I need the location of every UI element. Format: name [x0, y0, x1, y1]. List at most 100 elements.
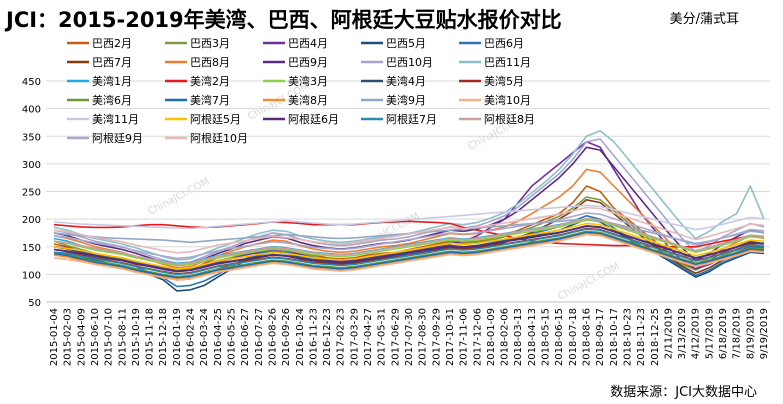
x-tick-label: 2018-06-15: [554, 308, 565, 366]
y-tick-label: 450: [22, 77, 41, 88]
legend-label: 阿根廷5月: [190, 112, 241, 126]
legend-label: 阿根廷9月: [92, 131, 143, 145]
series-line: [53, 228, 765, 276]
legend-label: 美湾9月: [386, 93, 426, 107]
x-tick-label: 2015-11-18: [145, 308, 156, 366]
x-tick-label: 2018-09-17: [595, 308, 606, 366]
x-tick-label: 2015-04-09: [76, 308, 87, 366]
x-tick-label: 2018-04-13: [527, 308, 538, 366]
x-tick-label: 2016-08-26: [267, 308, 278, 366]
x-tick-label: 2015-10-19: [131, 308, 142, 366]
x-tick-label: 2018-07-18: [568, 308, 579, 366]
legend-label: 巴西6月: [484, 37, 524, 50]
x-tick-label: 2016-02-24: [186, 308, 197, 366]
x-tick-label: 2016-07-27: [254, 308, 265, 366]
y-tick-label: 250: [22, 188, 41, 199]
x-tick-label: 2015-08-11: [117, 308, 128, 366]
series-layer: [53, 129, 765, 292]
y-tick-label: 150: [22, 243, 41, 254]
x-tick-label: 2016-04-25: [213, 308, 224, 366]
series-line: [53, 231, 765, 279]
x-tick-label: 2/11/2019: [663, 308, 674, 359]
legend-label: 美湾6月: [92, 93, 132, 107]
legend-label: 巴西8月: [190, 56, 230, 69]
series-line: [53, 233, 765, 281]
x-tick-label: 2017-08-30: [418, 308, 429, 366]
x-tick-label: 2017-12-06: [472, 308, 483, 366]
x-tick-label: 2017-02-23: [336, 308, 347, 366]
x-tick-label: 2017-07-30: [404, 308, 415, 366]
x-tick-label: 2015-07-10: [104, 308, 115, 366]
legend-label: 美湾1月: [92, 74, 132, 88]
x-tick-label: 2018-03-13: [513, 308, 524, 366]
legend-label: 美湾5月: [484, 74, 524, 88]
x-tick-label: 9/19/2019: [759, 308, 770, 359]
legend-label: 美湾11月: [92, 112, 139, 126]
series-line: [53, 217, 765, 265]
x-tick-label: 2017-03-29: [349, 308, 360, 366]
series-line: [53, 204, 765, 231]
y-tick-label: 350: [22, 132, 41, 143]
x-tick-label: 3/13/2019: [677, 308, 688, 359]
y-tick-label: 200: [22, 215, 41, 226]
x-tick-label: 8/19/2019: [745, 308, 756, 359]
x-tick-label: 4/12/2019: [691, 308, 702, 359]
x-tick-label: 2017-06-29: [390, 308, 401, 366]
legend-label: 阿根廷8月: [484, 112, 535, 126]
watermark-text: ChinaJCI.COM: [556, 261, 621, 303]
axes: 2015-01-04 2015-02-03 2015-04-09 2015-06-10…: [46, 301, 770, 366]
series-line: [53, 230, 765, 278]
legend-label: 巴西11月: [484, 56, 531, 69]
x-tick-label: 2016-09-26: [281, 308, 292, 366]
series-line: [53, 219, 765, 267]
x-tick-label: 6/18/2019: [718, 308, 729, 359]
legend-label: 巴西10月: [386, 56, 433, 69]
y-tick-label: 100: [22, 270, 41, 281]
legend-label: 阿根廷6月: [288, 112, 339, 126]
data-source: 数据来源：JCI大数据中心: [610, 385, 757, 400]
x-tick-label: 2015-02-03: [63, 308, 74, 366]
x-tick-label: 5/17/2019: [704, 308, 715, 359]
x-tick-label: 2018-08-16: [582, 308, 593, 366]
series-line: [53, 206, 765, 254]
x-tick-label: 2017-10-31: [445, 308, 456, 366]
legend-label: 美湾2月: [190, 74, 230, 88]
x-tick-label: 2015-06-10: [90, 308, 101, 366]
legend-label: 巴西9月: [288, 56, 328, 69]
watermark-text: ChinaJCI.COM: [146, 176, 211, 218]
chart-title: JCI：2015-2019年美湾、巴西、阿根廷大豆贴水报价对比: [6, 8, 562, 32]
x-tick-label: 2018-12-25: [650, 308, 661, 366]
x-tick-label: 2016-01-19: [172, 308, 183, 366]
x-tick-label: 2016-10-24: [295, 308, 306, 366]
series-line: [53, 212, 765, 260]
x-tick-label: 2016-05-25: [227, 308, 238, 366]
legend-label: 美湾8月: [288, 93, 328, 107]
legend-label: 阿根廷10月: [190, 131, 248, 145]
series-line: [53, 225, 765, 273]
grid-lines: 50 100 150 200 250 300 350 400 450: [22, 77, 770, 309]
legend-label: 美湾4月: [386, 74, 426, 88]
x-tick-label: 2018-02-06: [500, 308, 511, 366]
x-tick-label: 2016-06-27: [240, 308, 251, 366]
x-tick-label: 2016-12-23: [322, 308, 333, 366]
legend-label: 巴西3月: [190, 37, 230, 50]
legend-label: 美湾10月: [484, 93, 531, 107]
x-tick-label: 2018-10-23: [622, 308, 633, 366]
legend-label: 阿根廷7月: [386, 112, 437, 126]
legend-label: 巴西4月: [288, 37, 328, 50]
x-tick-label: 2016-11-23: [308, 308, 319, 366]
y-tick-label: 50: [28, 298, 41, 309]
x-tick-label: 2018-10-17: [609, 308, 620, 366]
y-tick-label: 300: [22, 160, 41, 171]
y-tick-label: 400: [22, 105, 41, 116]
x-tick-label: 2015-12-18: [158, 308, 169, 366]
x-tick-label: 2016-03-24: [199, 308, 210, 366]
series-line: [53, 222, 765, 270]
x-tick-label: 2018-01-09: [486, 308, 497, 366]
x-tick-label: 2017-05-31: [377, 308, 388, 366]
legend-label: 巴西7月: [92, 56, 132, 69]
x-tick-label: 7/18/2019: [732, 308, 743, 359]
x-tick-label: 2018-05-15: [541, 308, 552, 366]
